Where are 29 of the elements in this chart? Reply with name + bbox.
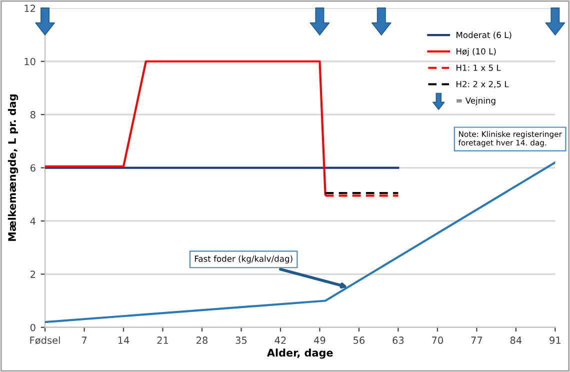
y-tick-label: 6	[30, 164, 36, 172]
x-tick-label: 7	[82, 336, 87, 344]
y-tick-label: 2	[30, 270, 36, 278]
x-tick-label: Fødsel	[30, 336, 60, 344]
x-tick-label: 56	[354, 336, 365, 344]
x-tick-label: 49	[314, 336, 326, 344]
y-tick-label: 12	[24, 4, 36, 12]
y-tick-label: 4	[30, 218, 36, 225]
annotation: Fast foder (kg/kalv/dag)	[194, 255, 292, 264]
legend-label: H2: 2 x 2,5 L	[456, 80, 509, 88]
y-axis-title: Mælkemængde, L pr. dag	[8, 94, 18, 241]
x-axis-title: Alder, dage	[266, 348, 333, 359]
legend-label: = Vejning	[456, 97, 496, 106]
x-tick-label: 35	[236, 336, 247, 344]
legend-label: Høj (10 L)	[456, 48, 496, 56]
x-tick-label: 91	[550, 336, 560, 344]
x-tick-label: 42	[274, 336, 286, 344]
legend-label: H1: 1 x 5 L	[456, 64, 501, 71]
x-tick-label: 77	[471, 336, 482, 344]
legend-label: Moderat (6 L)	[456, 32, 512, 40]
x-tick-label: 84	[510, 336, 522, 344]
y-tick-label: 10	[24, 58, 36, 66]
x-tick-label: 28	[196, 336, 208, 344]
x-tick-label: 21	[157, 336, 168, 344]
x-tick-label: 14	[118, 336, 130, 344]
x-tick-label: 70	[432, 336, 443, 344]
x-tick-label: 63	[392, 336, 404, 344]
y-tick-label: 0	[30, 324, 36, 332]
y-tick-label: 8	[30, 111, 36, 118]
